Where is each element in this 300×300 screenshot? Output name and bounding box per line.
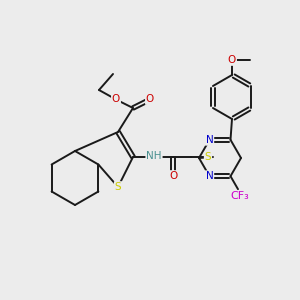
Text: O: O	[112, 94, 120, 104]
Text: S: S	[115, 182, 121, 192]
Text: O: O	[169, 171, 177, 181]
Text: CF₃: CF₃	[231, 191, 249, 201]
Text: N: N	[206, 171, 213, 181]
Text: O: O	[146, 94, 154, 104]
Text: O: O	[228, 55, 236, 65]
Text: S: S	[205, 152, 211, 162]
Text: N: N	[206, 135, 213, 145]
Text: NH: NH	[146, 151, 162, 161]
